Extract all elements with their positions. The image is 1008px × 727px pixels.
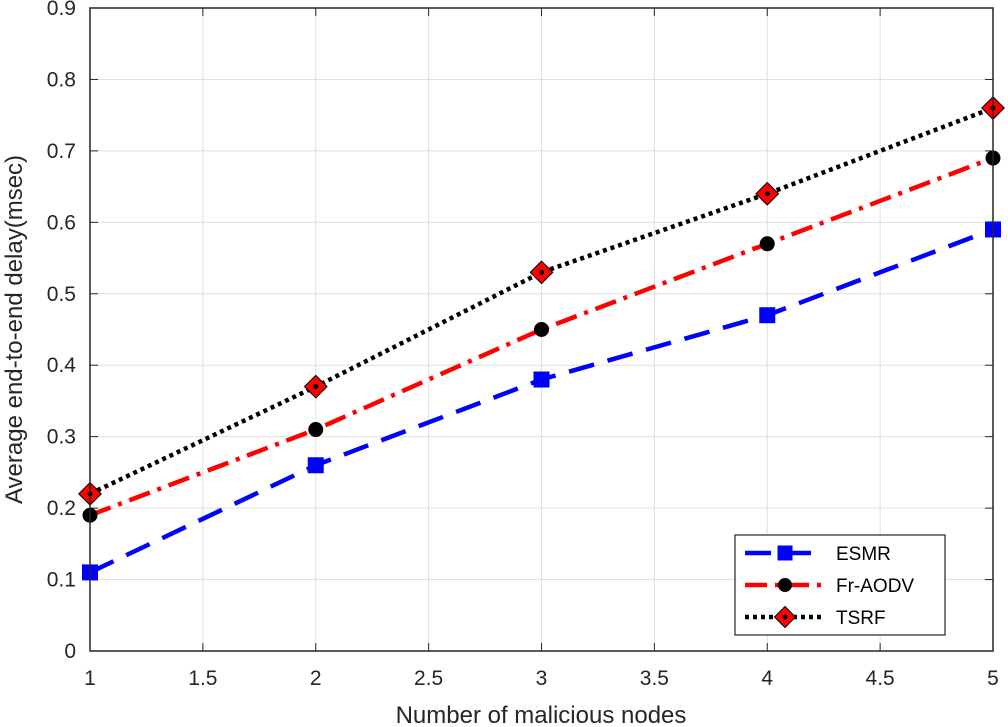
esmr-marker xyxy=(307,457,324,474)
plot-frame xyxy=(89,7,994,652)
tsrf-marker-center xyxy=(313,384,319,390)
legend-item-esmr: ESMR xyxy=(745,544,891,565)
esmr-marker xyxy=(777,545,793,561)
esmr-marker xyxy=(759,307,776,324)
legend-item-tsrf: TSRF xyxy=(745,605,886,629)
x-tick-label: 3 xyxy=(536,667,548,690)
tsrf-marker-center xyxy=(764,191,770,197)
tsrf-marker-center xyxy=(539,269,544,275)
fr-aodv-marker xyxy=(778,578,792,592)
series-layer xyxy=(78,96,1005,581)
y-tick-label: 0.4 xyxy=(47,354,77,377)
x-tick-label: 2 xyxy=(310,667,322,690)
y-tick-label: 0.7 xyxy=(47,140,76,163)
x-tick-label: 1.5 xyxy=(188,667,217,690)
y-axis-ticks: 0 0.1 0.2 0.3 0.4 0.5 0.6 0.7 0.8 0.9 xyxy=(47,0,993,663)
y-axis-label: Average end-to-end delay(msec) xyxy=(1,155,28,504)
y-tick-label: 0.1 xyxy=(47,569,76,592)
fr-aodv-marker xyxy=(534,322,549,337)
x-tick-label: 4.5 xyxy=(866,667,895,690)
y-tick-label: 0 xyxy=(64,640,76,663)
y-tick-label: 0.3 xyxy=(47,426,76,449)
y-tick-label: 0.6 xyxy=(47,211,76,234)
legend-label: Fr-AODV xyxy=(836,576,914,597)
x-tick-label: 4 xyxy=(761,667,773,690)
legend: ESMR Fr-AODV TSRF xyxy=(734,534,946,636)
legend-item-fr-aodv: Fr-AODV xyxy=(745,576,914,597)
x-tick-label: 3.5 xyxy=(640,667,669,690)
legend-label: TSRF xyxy=(836,608,886,629)
y-tick-label: 0.8 xyxy=(47,68,76,91)
legend-label: ESMR xyxy=(836,544,891,565)
x-tick-label: 2.5 xyxy=(414,667,443,690)
esmr-marker xyxy=(533,371,550,388)
x-tick-label: 1 xyxy=(84,667,96,690)
y-tick-label: 0.9 xyxy=(47,0,76,20)
x-tick-label: 5 xyxy=(987,667,999,690)
y-tick-label: 0.5 xyxy=(47,283,76,306)
fr-aodv-marker xyxy=(308,422,324,438)
y-tick-label: 0.2 xyxy=(47,497,76,520)
fr-aodv-marker xyxy=(759,236,775,252)
fr-aodv-line xyxy=(89,155,994,518)
tsrf-marker-center xyxy=(782,614,788,620)
x-axis-label: Number of malicious nodes xyxy=(396,702,687,727)
